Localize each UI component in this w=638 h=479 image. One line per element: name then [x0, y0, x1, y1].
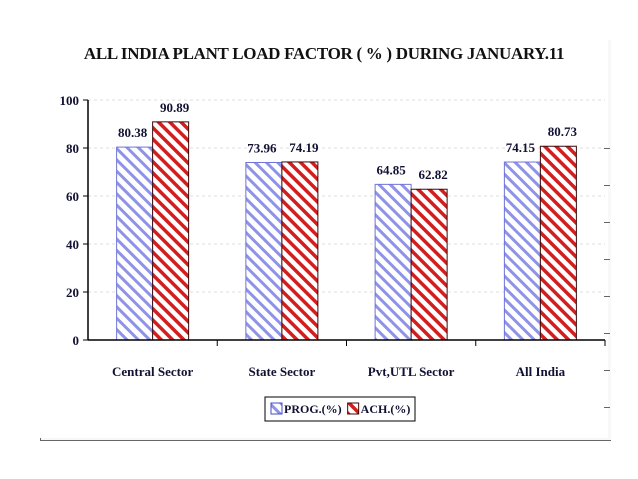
data-label: 73.96: [247, 140, 277, 155]
prog-bar: [245, 161, 283, 341]
prog-bar: [374, 183, 412, 341]
frame-tick: [604, 259, 610, 260]
data-label: 62.82: [419, 167, 448, 182]
x-tick-label: Pvt,UTL Sector: [368, 364, 455, 379]
frame-tick: [604, 407, 610, 408]
y-tick-label: 20: [66, 285, 79, 300]
axes: [83, 99, 606, 346]
legend-swatch-prog: [270, 402, 283, 415]
data-label: 64.85: [377, 162, 407, 177]
frame-tick: [604, 333, 610, 334]
frame-tick: [604, 148, 610, 149]
legend-label: PROG.(%): [284, 402, 342, 416]
y-tick-label: 0: [73, 333, 80, 348]
frame-tick: [604, 222, 610, 223]
frame-tick: [604, 296, 610, 297]
y-tick-label: 100: [60, 93, 80, 108]
y-tick-label: 40: [66, 237, 79, 252]
chart-title: ALL INDIA PLANT LOAD FACTOR ( % ) DURING…: [83, 44, 565, 63]
data-label: 74.19: [289, 140, 319, 155]
legend-swatch-ach: [347, 402, 360, 415]
ach-bar: [281, 161, 319, 341]
legend-box: [264, 396, 416, 422]
data-label: 90.89: [160, 100, 190, 115]
legend: PROG.(%) ACH.(%): [264, 396, 416, 422]
prog-bar: [116, 146, 154, 341]
ach-bar: [410, 188, 448, 341]
data-label: 80.73: [548, 124, 578, 139]
frame-tick: [604, 185, 610, 186]
x-tick-label: State Sector: [248, 364, 315, 379]
labels: 80.38 90.89 Central Sector 73.96 74.19 State …: [60, 93, 578, 379]
x-tick-label: Central Sector: [112, 364, 193, 379]
x-tick-label: All India: [516, 364, 566, 379]
bars: [116, 121, 577, 341]
frame-tick: [604, 370, 610, 371]
ach-bar: [152, 121, 190, 341]
y-tick-label: 60: [66, 189, 79, 204]
data-label: 74.15: [506, 140, 536, 155]
ach-bar: [539, 145, 577, 341]
data-label: 80.38: [118, 125, 148, 140]
prog-bar: [503, 161, 541, 341]
y-tick-label: 80: [66, 141, 79, 156]
legend-label: ACH.(%): [361, 402, 411, 416]
